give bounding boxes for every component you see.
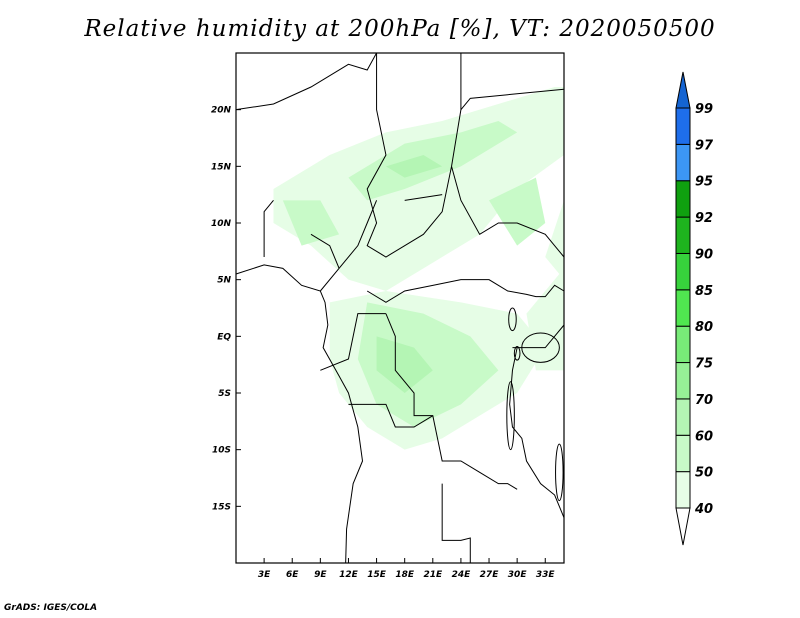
x-tick-label: 9E <box>314 570 327 580</box>
colorbar-label: 95 <box>695 175 713 190</box>
colorbar-segment <box>675 289 691 327</box>
map-frame <box>235 52 565 564</box>
lake-outline-3 <box>508 307 517 332</box>
x-tick-label: 6E <box>286 570 299 580</box>
boundary-line-13 <box>320 313 386 371</box>
colorbar-label: 85 <box>695 284 713 299</box>
colorbar-segment <box>675 362 691 400</box>
colorbar-segment <box>675 252 691 291</box>
boundary-line-5 <box>319 200 378 292</box>
y-tick-label: 5N <box>217 276 231 286</box>
boundary-line-12 <box>263 200 274 257</box>
colorbar-label: 70 <box>695 393 713 408</box>
y-tick-label: 10N <box>211 219 232 229</box>
lake-outline-1 <box>506 381 515 451</box>
colorbar-segment <box>675 216 691 254</box>
x-tick-label: 21E <box>423 570 443 580</box>
colorbar-upper-arrow <box>675 71 691 109</box>
colorbar-segment <box>675 325 691 364</box>
humidity-contour-8 <box>376 336 433 393</box>
humidity-contour-6 <box>282 200 340 246</box>
x-tick-label: 33E <box>536 570 556 580</box>
colorbar-segment <box>675 434 691 473</box>
colorbar-label: 90 <box>695 247 713 262</box>
colorbar-segment <box>675 180 691 218</box>
colorbar-label: 75 <box>695 357 713 372</box>
y-tick-label: 5S <box>218 389 231 399</box>
lake-outline-2 <box>555 443 564 502</box>
colorbar-segment <box>675 143 691 182</box>
boundary-line-10 <box>509 347 565 518</box>
boundary-line-14 <box>404 194 443 201</box>
colorbar-label: 99 <box>695 102 713 117</box>
colorbar-label: 60 <box>695 429 713 444</box>
x-tick-label: 12E <box>339 570 359 580</box>
boundary-line-4 <box>451 166 565 258</box>
boundary-line-6 <box>366 279 565 303</box>
humidity-contour-5 <box>357 302 499 427</box>
y-tick-label: 20N <box>211 106 232 116</box>
colorbar-label: 97 <box>695 138 714 153</box>
x-tick-label: 30E <box>508 570 528 580</box>
boundary-line-7 <box>385 313 518 490</box>
colorbar-segment <box>675 471 691 509</box>
x-tick-label: 3E <box>258 570 271 580</box>
colorbar-segment <box>675 107 691 145</box>
humidity-contour-4 <box>348 121 518 201</box>
x-tick-label: 15E <box>367 570 387 580</box>
y-tick-label: 10S <box>212 446 231 456</box>
x-tick-label: 24E <box>452 570 472 580</box>
colorbar-label: 40 <box>694 502 713 517</box>
y-tick-label: EQ <box>217 332 231 342</box>
y-tick-label: 15N <box>211 162 232 172</box>
humidity-contour-2 <box>526 268 564 371</box>
lake-outline-0 <box>521 332 560 363</box>
colorbar-lower-arrow <box>675 507 691 546</box>
y-tick-label: 15S <box>212 502 231 512</box>
x-tick-label: 18E <box>395 570 415 580</box>
boundary-line-15 <box>310 233 340 269</box>
footer-credit: GrADS: IGES/COLA <box>4 603 98 613</box>
humidity-contour-9 <box>385 155 443 178</box>
colorbar-label: 80 <box>695 320 713 335</box>
boundary-line-8 <box>348 403 434 428</box>
lake-outline-4 <box>513 346 521 361</box>
boundary-line-9 <box>441 483 471 563</box>
chart-title: Relative humidity at 200hPa [%], VT: 202… <box>84 16 716 42</box>
colorbar-label: 92 <box>695 211 713 226</box>
boundary-line-11 <box>512 324 565 349</box>
x-tick-label: 27E <box>480 570 500 580</box>
humidity-contour-3 <box>545 200 564 280</box>
colorbar-label: 50 <box>695 466 713 481</box>
boundary-line-0 <box>235 264 364 564</box>
boundary-line-1 <box>235 52 378 111</box>
colorbar-segment <box>675 398 691 436</box>
boundary-line-3 <box>460 88 565 110</box>
